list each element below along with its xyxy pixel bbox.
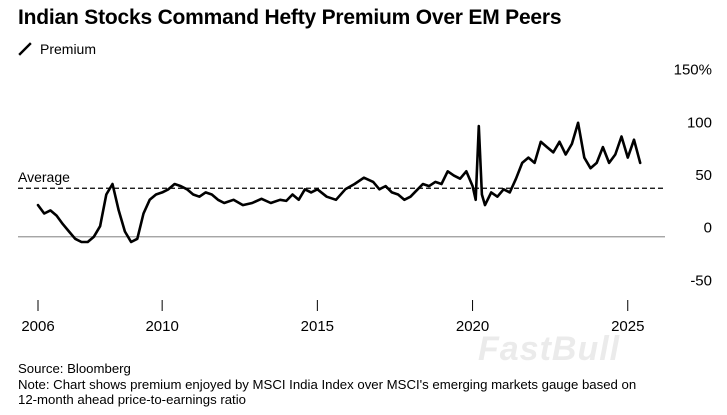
chart-title: Indian Stocks Command Hefty Premium Over… [18, 6, 562, 29]
chart-footer: Source: Bloomberg Note: Chart shows prem… [18, 361, 718, 408]
y-tick-label: -50 [690, 272, 712, 289]
x-tick-label: 2006 [21, 318, 54, 335]
legend-line-icon [18, 42, 32, 56]
y-tick-label: 100 [687, 114, 712, 131]
legend: Premium [18, 40, 96, 58]
y-tick-label: 150% [674, 62, 712, 79]
y-tick-label: 0 [704, 220, 712, 237]
x-tick-label: 2025 [611, 318, 644, 335]
note-text-line-1: Note: Chart shows premium enjoyed by MSC… [18, 376, 637, 392]
x-tick-label: 2020 [456, 318, 489, 335]
y-tick-label: 50 [695, 167, 712, 184]
x-tick-label: 2010 [145, 318, 178, 335]
watermark-logo: FastBull [478, 330, 621, 368]
source-text: Source: Bloomberg [18, 361, 131, 376]
x-tick-label: 2015 [301, 318, 334, 335]
note-text-line-2: 12-month ahead price-to-earnings ratio [18, 392, 246, 408]
legend-label: Premium [40, 41, 97, 57]
average-label: Average [18, 169, 70, 185]
series-line-premium [36, 121, 642, 244]
